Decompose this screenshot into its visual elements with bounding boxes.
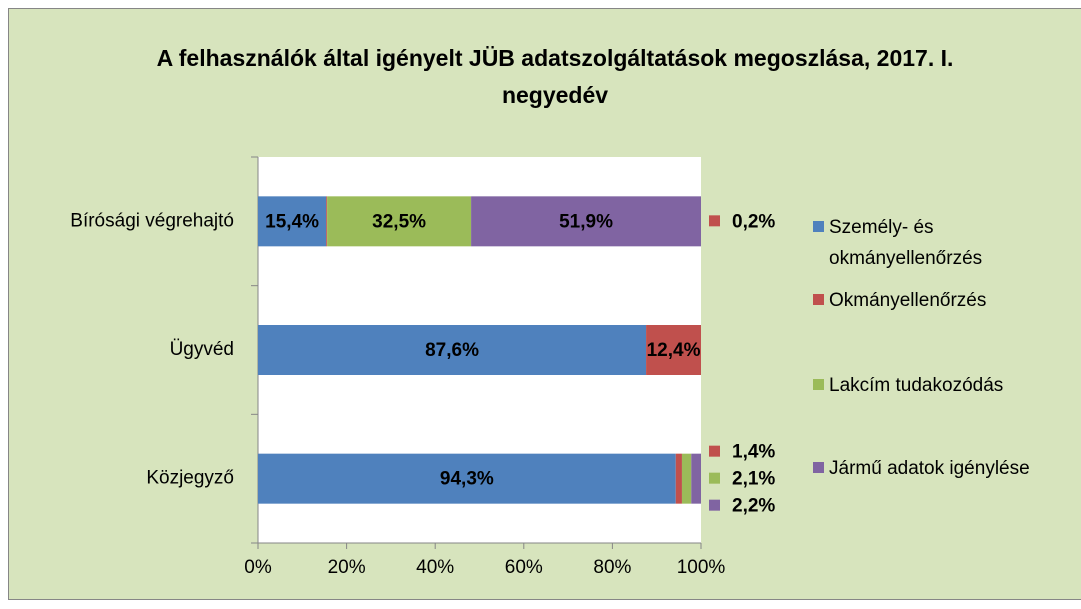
bar-segment bbox=[646, 325, 701, 375]
chart-title: A felhasználók által igényelt JÜB adatsz… bbox=[156, 45, 954, 108]
x-tick-label: 20% bbox=[328, 557, 366, 578]
data-label: 94,3% bbox=[440, 469, 494, 490]
legend-swatch bbox=[813, 221, 824, 232]
x-tick-label: 80% bbox=[593, 557, 631, 578]
data-label-key bbox=[709, 499, 720, 511]
data-label-key bbox=[709, 215, 720, 227]
legend-item: Okmányellenőrzés bbox=[813, 285, 1081, 316]
data-label: 2,2% bbox=[732, 496, 775, 517]
bar-segment bbox=[675, 453, 682, 504]
bar-segment bbox=[471, 196, 701, 247]
data-label-key bbox=[709, 472, 720, 484]
legend-item: Személy- és okmányellenőrzés bbox=[813, 212, 1039, 274]
legend-swatch bbox=[813, 379, 824, 390]
legend-label: Személy- és okmányellenőrzés bbox=[829, 217, 983, 269]
bar-segment bbox=[681, 453, 692, 504]
legend-label: Jármű adatok igénylése bbox=[829, 458, 1030, 479]
data-label: 87,6% bbox=[425, 340, 479, 361]
bar-segment bbox=[258, 325, 647, 375]
bar-segment bbox=[691, 453, 701, 504]
data-label: 1,4% bbox=[732, 442, 775, 463]
x-tick-label: 60% bbox=[505, 557, 543, 578]
data-label-key bbox=[709, 445, 720, 457]
x-tick-label: 100% bbox=[677, 557, 726, 578]
legend-label: Okmányellenőrzés bbox=[829, 290, 987, 311]
y-tick-label: Ügyvéd bbox=[170, 339, 234, 360]
bar-segment bbox=[326, 196, 328, 247]
legend-label: Lakcím tudakozódás bbox=[829, 375, 1004, 396]
legend-item: Lakcím tudakozódás bbox=[813, 370, 1081, 401]
data-label: 2,1% bbox=[732, 469, 775, 490]
x-tick-label: 0% bbox=[244, 557, 272, 578]
y-tick-label: Bírósági végrehajtó bbox=[70, 210, 234, 231]
x-tick-label: 40% bbox=[416, 557, 454, 578]
data-label: 15,4% bbox=[265, 211, 319, 232]
legend-swatch bbox=[813, 462, 824, 473]
bar-segment bbox=[258, 196, 327, 247]
legend-swatch bbox=[813, 294, 824, 305]
bar-segment bbox=[327, 196, 472, 247]
data-label: 0,2% bbox=[732, 211, 775, 232]
legend-item: Jármű adatok igénylése bbox=[813, 453, 1081, 484]
data-label: 32,5% bbox=[372, 211, 426, 232]
data-label: 51,9% bbox=[559, 211, 613, 232]
bar-segment bbox=[258, 453, 676, 504]
y-tick-label: Közjegyző bbox=[146, 468, 234, 489]
data-label: 12,4% bbox=[647, 340, 701, 361]
